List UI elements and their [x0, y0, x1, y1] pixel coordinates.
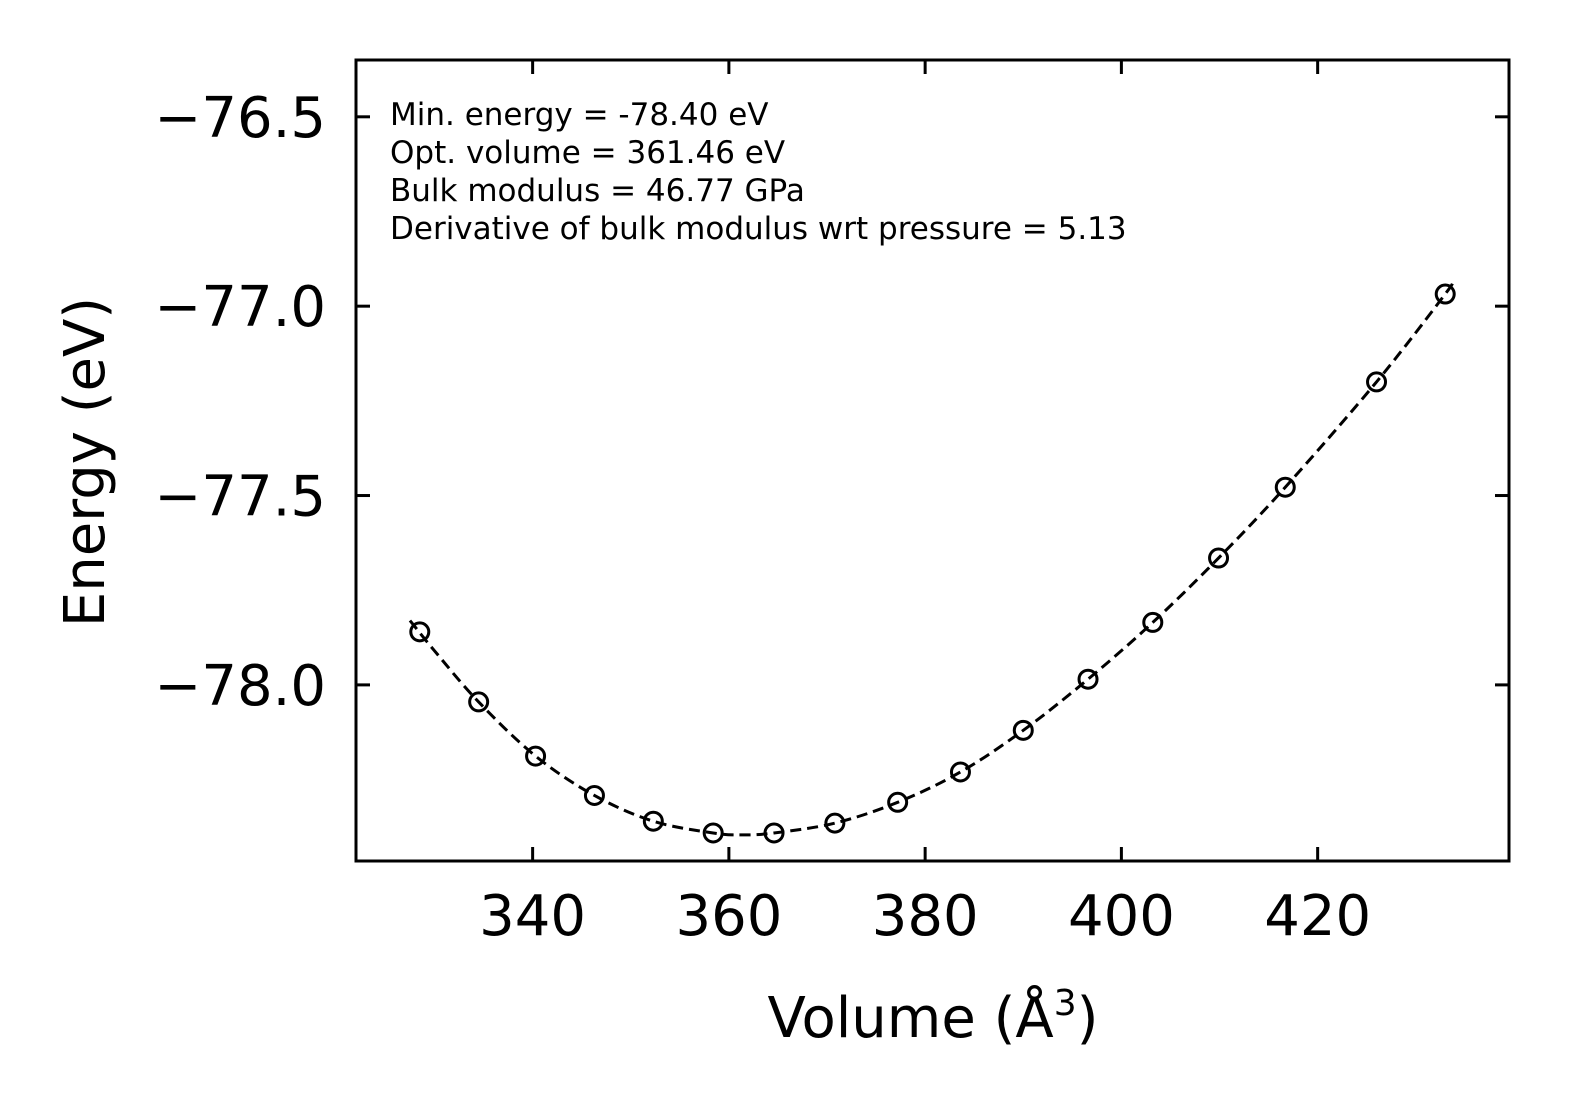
x-tick-label: 360: [675, 884, 782, 949]
annotation-min-energy: Min. energy = -78.40 eV: [390, 97, 768, 133]
fit-curve: [408, 281, 1454, 837]
y-tick-label: −77.5: [154, 465, 326, 530]
data-point: [887, 791, 909, 813]
data-point: [525, 745, 547, 767]
axis-ticks: [356, 60, 1509, 861]
x-tick-labels: 340 360 380 400 420: [479, 884, 1371, 949]
y-tick-labels: −76.5 −77.0 −77.5 −78.0: [154, 86, 326, 719]
data-point: [949, 761, 971, 783]
annotation-bulk-modulus-derivative: Derivative of bulk modulus wrt pressure …: [390, 211, 1127, 247]
annotation-box: Min. energy = -78.40 eV Opt. volume = 36…: [390, 97, 1127, 247]
data-point: [824, 812, 846, 834]
x-tick-label: 380: [872, 884, 979, 949]
x-tick-label: 340: [479, 884, 586, 949]
data-point: [468, 691, 490, 713]
plot-frame: [354, 58, 1511, 863]
x-axis-label-superscript: 3: [1054, 983, 1077, 1024]
y-tick-label: −76.5: [154, 86, 326, 151]
data-point: [763, 822, 785, 844]
data-points-layer: [409, 283, 1456, 844]
x-tick-label: 420: [1264, 884, 1371, 949]
x-axis-label: Volume (Å3): [768, 983, 1099, 1051]
data-point: [1434, 283, 1456, 305]
x-tick-label: 400: [1068, 884, 1175, 949]
data-point: [1274, 476, 1296, 498]
data-point: [409, 621, 431, 643]
data-point: [1208, 547, 1230, 569]
data-point: [583, 784, 605, 806]
y-axis-label: Energy (eV): [53, 297, 118, 627]
data-point: [702, 822, 724, 844]
data-point: [1012, 719, 1034, 741]
data-point: [642, 810, 664, 832]
data-point: [1142, 611, 1164, 633]
data-point: [1077, 668, 1099, 690]
annotation-bulk-modulus: Bulk modulus = 46.77 GPa: [390, 173, 805, 209]
y-tick-label: −78.0: [154, 654, 326, 719]
annotation-opt-volume: Opt. volume = 361.46 eV: [390, 135, 785, 171]
y-tick-label: −77.0: [154, 275, 326, 340]
fit-curve-layer: [408, 281, 1454, 837]
data-point: [1366, 371, 1388, 393]
